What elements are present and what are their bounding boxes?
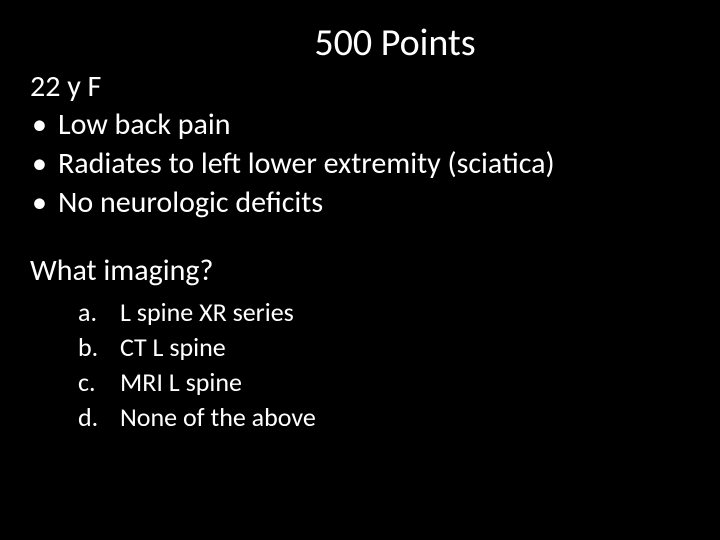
option-text: CT L spine [120, 331, 226, 363]
option-item: c.MRI L spine [78, 365, 690, 400]
option-label: c. [78, 365, 120, 400]
option-text: None of the above [120, 401, 316, 433]
question-text: What imaging? [30, 252, 690, 289]
option-text: L spine XR series [120, 296, 294, 328]
option-item: a.L spine XR series [78, 295, 690, 330]
option-item: b.CT L spine [78, 330, 690, 365]
option-item: d.None of the above [78, 400, 690, 435]
options-list: a.L spine XR series b.CT L spine c.MRI L… [30, 295, 690, 435]
option-label: d. [78, 400, 120, 435]
option-label: b. [78, 330, 120, 365]
symptom-item: No neurologic deficits [30, 183, 690, 222]
slide-title: 500 Points [30, 20, 690, 66]
patient-info: 22 y F [30, 68, 690, 105]
option-text: MRI L spine [120, 366, 242, 398]
symptom-list: Low back pain Radiates to left lower ext… [30, 105, 690, 222]
option-label: a. [78, 295, 120, 330]
symptom-item: Radiates to left lower extremity (sciati… [30, 144, 690, 183]
symptom-item: Low back pain [30, 105, 690, 144]
